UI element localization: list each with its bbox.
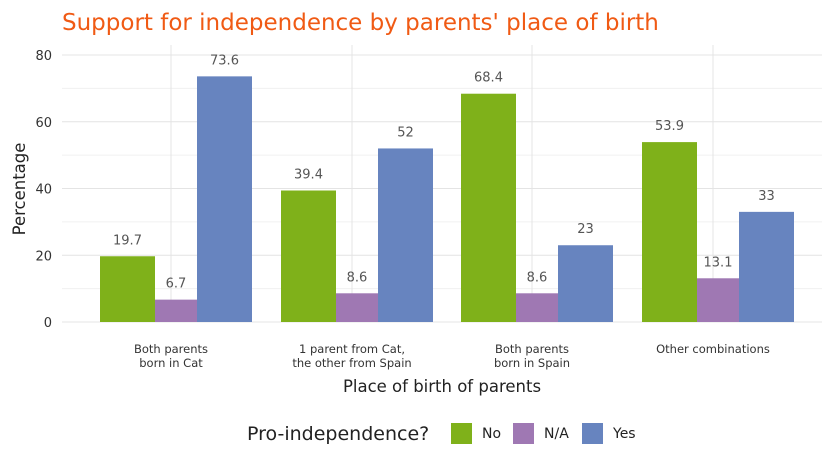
bar-no: [461, 93, 516, 322]
x-tick-label: Both parents born in Cat: [134, 342, 208, 370]
bar-no: [642, 142, 697, 322]
legend-label: Yes: [612, 426, 636, 442]
bar-no: [100, 256, 155, 322]
legend-label: N/A: [544, 426, 569, 442]
legend-swatch: [451, 423, 472, 444]
bar-yes: [378, 148, 433, 322]
legend: Pro-independence? No N/A Yes: [247, 423, 636, 445]
bar-yes: [739, 211, 794, 322]
y-tick-label: 80: [35, 49, 52, 64]
data-label: 6.7: [166, 277, 187, 292]
grid: [62, 45, 822, 323]
x-tick-label: Other combinations: [656, 342, 770, 356]
y-axis-ticks: 0 20 40 60 80: [35, 49, 52, 331]
legend-label: No: [482, 426, 501, 442]
x-axis-title: Place of birth of parents: [343, 377, 541, 396]
data-label: 8.6: [347, 270, 368, 285]
chart-title: Support for independence by parents' pla…: [62, 10, 659, 36]
data-label: 52: [397, 125, 414, 140]
bar-na: [697, 278, 739, 322]
x-tick-label: Both parents born in Spain: [494, 342, 570, 370]
y-tick-label: 40: [35, 183, 52, 198]
bar-yes: [197, 76, 252, 322]
data-label: 73.6: [210, 53, 239, 68]
y-tick-label: 0: [44, 316, 52, 331]
data-label: 68.4: [474, 71, 503, 86]
bar-na: [516, 293, 558, 322]
x-tick-label: 1 parent from Cat, the other from Spain: [292, 342, 411, 370]
y-tick-label: 20: [35, 249, 52, 264]
y-axis-title: Percentage: [10, 143, 29, 236]
data-label: 23: [577, 222, 594, 237]
data-label: 39.4: [294, 168, 323, 183]
legend-title: Pro-independence?: [247, 423, 429, 445]
data-label: 33: [758, 189, 775, 204]
data-label: 53.9: [655, 119, 684, 134]
data-labels: 19.7 39.4 68.4 53.9 6.7 8.6 8.6 13.1 73.6 52 23 33: [113, 53, 775, 291]
bar-no: [281, 190, 336, 322]
data-label: 8.6: [527, 270, 548, 285]
bars: [100, 76, 794, 322]
x-axis-ticks: Both parents born in Cat 1 parent from Cat…: [134, 342, 770, 370]
data-label: 19.7: [113, 233, 142, 248]
bar-na: [155, 299, 197, 322]
legend-swatch: [582, 423, 603, 444]
y-tick-label: 60: [35, 116, 52, 131]
bar-yes: [558, 245, 613, 322]
data-label: 13.1: [704, 255, 733, 270]
legend-swatch: [513, 423, 534, 444]
bar-na: [336, 293, 378, 322]
